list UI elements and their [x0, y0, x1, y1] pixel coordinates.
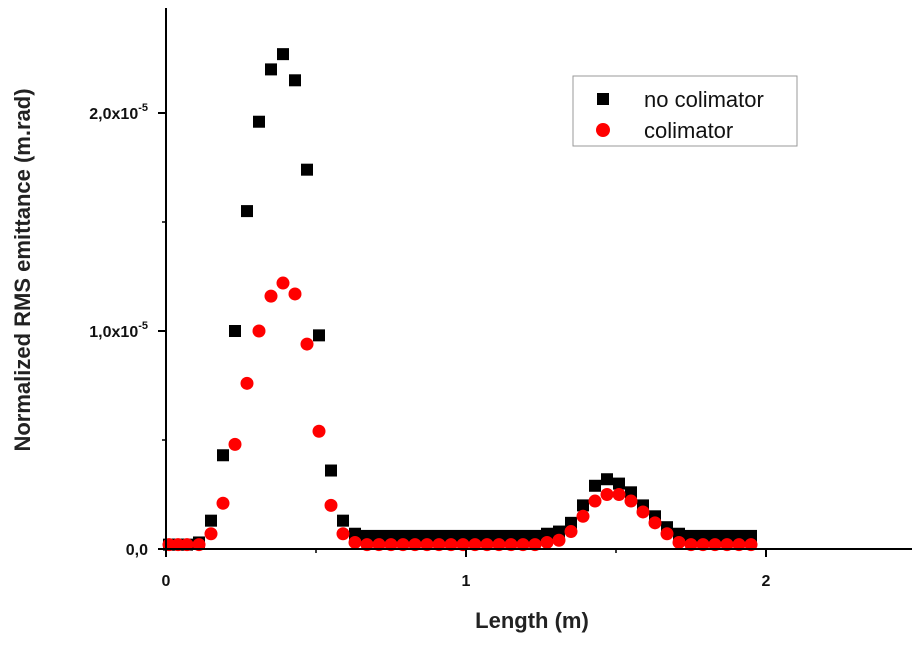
data-point	[564, 525, 578, 539]
data-point	[576, 509, 590, 523]
data-point	[241, 205, 253, 218]
tick-labels: 0 1 2 0,0 1,0x10-5 2,0x10-5	[89, 102, 770, 590]
data-point	[240, 376, 254, 390]
data-point	[660, 527, 674, 541]
series-colimator	[162, 276, 758, 552]
data-point	[672, 535, 686, 549]
data-point	[588, 494, 602, 508]
data-point	[265, 63, 277, 76]
data-point	[300, 337, 314, 351]
data-point	[276, 276, 290, 290]
y-axis-title: Normalized RMS emittance (m.rad)	[10, 88, 35, 451]
data-point	[348, 535, 362, 549]
data-point	[720, 538, 734, 552]
data-point	[384, 538, 398, 552]
data-point	[420, 538, 434, 552]
data-point	[696, 538, 710, 552]
data-point	[277, 48, 289, 61]
data-point	[253, 115, 265, 128]
data-point	[229, 325, 241, 337]
legend-label-no-colimator: no colimator	[644, 87, 764, 112]
legend-box	[572, 75, 798, 147]
data-point	[180, 538, 194, 552]
data-point	[264, 289, 278, 303]
data-point	[732, 538, 746, 552]
data-point	[325, 464, 337, 477]
legend-circle-marker	[596, 123, 610, 137]
data-point	[444, 538, 458, 552]
data-point	[624, 494, 638, 508]
data-point	[612, 488, 626, 501]
x-axis-title: Length (m)	[475, 608, 589, 633]
data-point	[516, 538, 530, 552]
data-point	[301, 163, 313, 176]
axes	[165, 8, 912, 550]
data-point	[577, 499, 589, 512]
data-point	[468, 538, 482, 552]
data-point	[528, 538, 542, 552]
data-point	[372, 538, 386, 552]
data-point	[396, 538, 410, 552]
data-point	[204, 527, 218, 541]
data-point	[360, 538, 374, 552]
legend-label-colimator: colimator	[644, 118, 733, 143]
data-point	[600, 488, 614, 501]
data-point	[432, 538, 446, 552]
data-point	[171, 538, 185, 552]
data-point	[552, 533, 566, 547]
y-tick-label: 1,0x10-5	[89, 320, 148, 341]
data-point	[601, 473, 613, 486]
data-point	[228, 437, 242, 451]
data-point	[337, 514, 349, 527]
data-point	[744, 538, 758, 552]
data-point	[205, 514, 217, 527]
data-point	[252, 324, 266, 338]
data-point	[289, 74, 301, 87]
data-point	[324, 498, 338, 512]
data-point	[217, 449, 229, 462]
data-point	[216, 496, 230, 510]
data-point	[456, 538, 470, 552]
data-point	[589, 479, 601, 492]
data-point	[312, 424, 326, 438]
x-tick-label: 2	[762, 573, 771, 590]
legend: no colimator colimator	[572, 75, 798, 147]
x-tick-label: 0	[162, 573, 171, 590]
legend-entry-colimator: colimator	[596, 118, 733, 143]
data-point	[684, 538, 698, 552]
data-point	[504, 538, 518, 552]
legend-entry-no-colimator: no colimator	[597, 87, 764, 112]
data-point	[636, 505, 650, 519]
data-point	[492, 538, 506, 552]
data-point	[708, 538, 722, 552]
data-point	[613, 477, 625, 490]
data-point	[648, 516, 662, 530]
y-tick-label: 2,0x10-5	[89, 102, 148, 123]
legend-square-marker	[597, 93, 609, 105]
data-point	[480, 538, 494, 552]
data-point	[313, 329, 325, 342]
data-point	[408, 538, 422, 552]
x-tick-label: 1	[462, 573, 471, 590]
data-point	[540, 535, 554, 549]
data-point	[336, 527, 350, 541]
plot-area	[162, 48, 758, 552]
y-tick-label: 0,0	[126, 542, 148, 559]
data-point	[192, 538, 206, 552]
data-point	[288, 287, 302, 301]
